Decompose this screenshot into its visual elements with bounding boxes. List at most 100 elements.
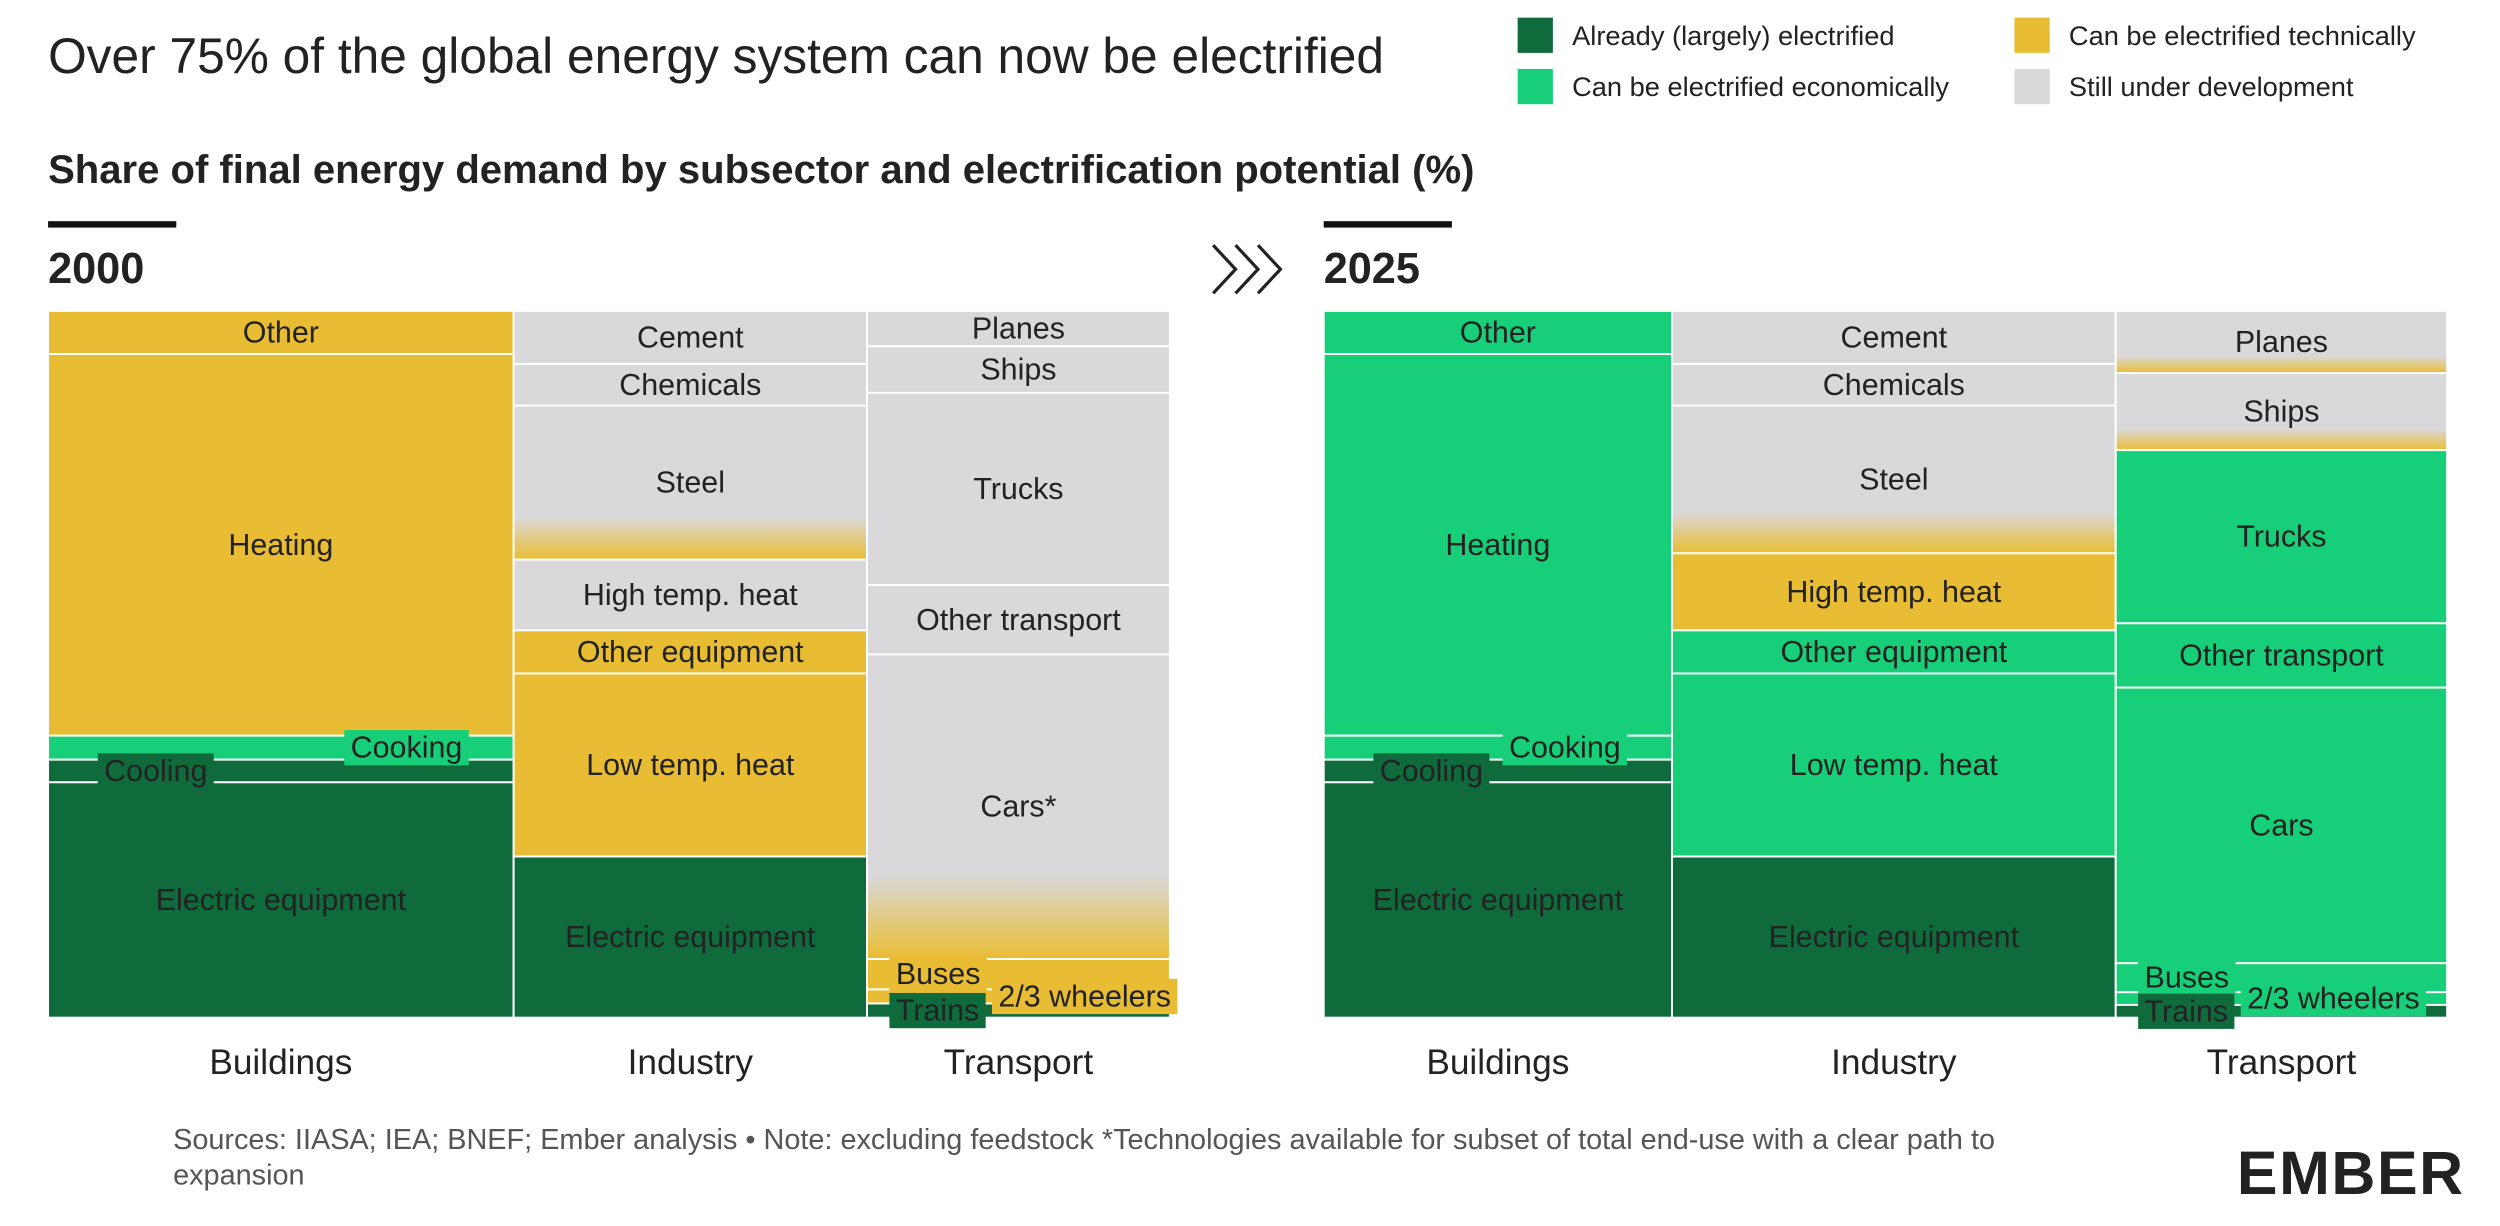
segment bbox=[1671, 855, 2117, 1019]
chevrons bbox=[1211, 244, 1283, 295]
segment bbox=[866, 653, 1171, 960]
label-tag bbox=[889, 992, 986, 1029]
label-tag bbox=[2138, 960, 2236, 996]
segment-label: Trucks bbox=[2236, 520, 2326, 554]
segment-label: Planes bbox=[972, 312, 1065, 346]
segment-label: Electric equipment bbox=[1373, 883, 1624, 917]
segment-label: Low temp. heat bbox=[1790, 748, 1999, 782]
segment-label: Planes bbox=[2235, 325, 2328, 359]
label-tag bbox=[1373, 753, 1490, 789]
segment-label: Cement bbox=[637, 320, 744, 354]
segment-label: Other bbox=[1460, 315, 1536, 349]
segment bbox=[47, 781, 515, 1019]
segment bbox=[512, 404, 868, 561]
label-tag bbox=[991, 978, 1178, 1015]
segment-label: Ships bbox=[980, 353, 1056, 387]
segment-label: Other transport bbox=[916, 603, 1121, 637]
segment bbox=[2114, 449, 2449, 625]
segment-label: Electric equipment bbox=[565, 920, 816, 954]
segment-label: Ships bbox=[2243, 395, 2319, 429]
segment bbox=[1671, 552, 2117, 632]
segment-label: Other equipment bbox=[577, 635, 804, 669]
segment-label: Cooling bbox=[1380, 754, 1483, 788]
segment bbox=[512, 629, 868, 675]
segment bbox=[866, 345, 1171, 394]
segment bbox=[866, 391, 1171, 587]
label-tag bbox=[1502, 730, 1628, 766]
segment-label: Low temp. heat bbox=[586, 748, 795, 782]
segment-label: Steel bbox=[656, 466, 725, 500]
segment-label: Chemicals bbox=[619, 368, 761, 402]
segment-label: Buses bbox=[896, 957, 981, 991]
column-label: Transport bbox=[944, 1043, 1094, 1082]
segment bbox=[1671, 309, 2117, 365]
segment bbox=[2114, 686, 2449, 965]
legend-swatch bbox=[1517, 17, 1553, 53]
segment-label: Cooking bbox=[351, 731, 463, 765]
segment bbox=[866, 309, 1171, 348]
label-tag bbox=[2138, 993, 2235, 1029]
segment-label: Cooking bbox=[1509, 731, 1621, 765]
segment bbox=[1322, 309, 1673, 355]
panel-title: 2000 bbox=[48, 245, 144, 293]
segment-label: Cement bbox=[1841, 320, 1948, 354]
segment-label: Cars bbox=[2249, 808, 2313, 842]
segment bbox=[1671, 404, 2117, 555]
panel-bar bbox=[48, 221, 177, 228]
label-tag bbox=[2240, 980, 2427, 1017]
segment bbox=[866, 584, 1171, 656]
segment bbox=[47, 353, 515, 737]
panel-title: 2025 bbox=[1324, 245, 1420, 293]
segment bbox=[2114, 622, 2449, 689]
segment bbox=[2114, 372, 2449, 452]
column-label: Industry bbox=[1831, 1043, 1957, 1082]
legend-swatch bbox=[2014, 68, 2050, 105]
column-label: Transport bbox=[2207, 1043, 2357, 1082]
segment-label: Electric equipment bbox=[156, 883, 407, 917]
segment-label: Buses bbox=[2145, 961, 2230, 995]
legend-label: Still under development bbox=[2069, 71, 2354, 102]
logo: EMBER bbox=[2237, 1139, 2465, 1207]
segment-label: Cars* bbox=[980, 790, 1056, 824]
label-tag bbox=[97, 753, 214, 789]
segment-label: Electric equipment bbox=[1769, 920, 2020, 954]
segment-label: Trucks bbox=[973, 472, 1063, 506]
segment-label: 2/3 wheelers bbox=[2247, 982, 2420, 1016]
segment bbox=[47, 309, 515, 355]
label-tag bbox=[344, 730, 469, 766]
segment-label: High temp. heat bbox=[1786, 575, 2001, 609]
segment bbox=[512, 558, 868, 632]
source-note: Sources: IIASA; IEA; BNEF; Ember analysi… bbox=[173, 1123, 1996, 1191]
legend-swatch bbox=[2014, 17, 2050, 53]
segment bbox=[1322, 353, 1673, 737]
panel-bar bbox=[1323, 221, 1452, 228]
segment-label: Cooling bbox=[104, 754, 207, 788]
legend-swatch bbox=[1517, 68, 1553, 105]
segment-label: Steel bbox=[1859, 462, 1928, 496]
segment-label: Chemicals bbox=[1823, 368, 1965, 402]
segment-label: Other equipment bbox=[1780, 635, 2007, 669]
segment-label: Trains bbox=[2145, 994, 2228, 1028]
segment bbox=[512, 672, 868, 858]
segment-label: Heating bbox=[228, 528, 333, 562]
subtitle: Share of final energy demand by subsecto… bbox=[48, 148, 1474, 192]
legend-label: Can be electrified economically bbox=[1572, 71, 1949, 102]
column-label: Industry bbox=[628, 1043, 754, 1082]
segment-label: Heating bbox=[1445, 528, 1550, 562]
segment bbox=[512, 855, 868, 1019]
source-box: Sources: IIASA; IEA; BNEF; Ember analysi… bbox=[173, 1123, 1996, 1191]
segment-label: High temp. heat bbox=[583, 578, 798, 612]
legend-label: Already (largely) electrified bbox=[1572, 20, 1894, 51]
legend-label: Can be electrified technically bbox=[2069, 20, 2416, 51]
segment-label: Other bbox=[243, 315, 319, 349]
segment bbox=[1671, 629, 2117, 675]
segment-label: Trains bbox=[896, 994, 979, 1028]
segment-label: 2/3 wheelers bbox=[998, 979, 1171, 1013]
column-label: Buildings bbox=[1426, 1043, 1569, 1082]
title: Over 75% of the global energy system can… bbox=[48, 28, 1384, 84]
segment-label: Other transport bbox=[2179, 638, 2384, 672]
column-label: Buildings bbox=[209, 1043, 352, 1082]
segment bbox=[1322, 781, 1673, 1019]
